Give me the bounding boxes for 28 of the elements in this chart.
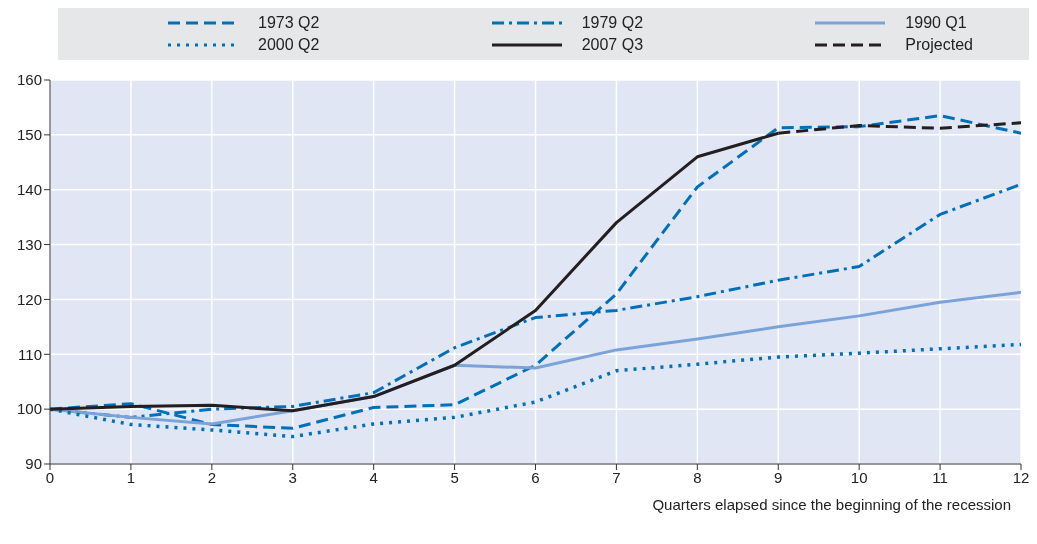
x-tick-label: 0 xyxy=(45,468,55,486)
x-tick-label: 9 xyxy=(774,468,783,486)
legend-label: 1979 Q2 xyxy=(581,14,644,32)
y-tick-label: 130 xyxy=(16,235,42,253)
legend-label: Projected xyxy=(905,36,973,54)
x-tick-label: 10 xyxy=(850,468,868,486)
x-tick-label: 6 xyxy=(531,468,540,486)
y-tick-label: 90 xyxy=(25,455,42,473)
x-tick-label: 2 xyxy=(207,468,217,486)
x-tick-label: 1 xyxy=(126,468,136,486)
y-tick-label: 120 xyxy=(16,290,42,308)
legend-label: 2007 Q3 xyxy=(581,36,644,54)
y-tick-label: 100 xyxy=(16,400,42,418)
y-tick-label: 110 xyxy=(18,345,42,363)
x-tick-label: 3 xyxy=(288,468,297,486)
x-tick-label: 4 xyxy=(369,468,378,486)
y-tick-label: 150 xyxy=(16,126,42,144)
legend-label: 1990 Q1 xyxy=(905,14,967,32)
x-tick-label: 8 xyxy=(693,468,702,486)
x-tick-label: 5 xyxy=(450,468,459,486)
x-axis-title: Quarters elapsed since the beginning of the recession xyxy=(652,496,1011,513)
legend-label: 2000 Q2 xyxy=(258,36,320,54)
y-tick-label: 160 xyxy=(16,71,42,89)
x-tick-label: 11 xyxy=(932,468,948,486)
x-tick-label: 7 xyxy=(612,468,621,486)
y-tick-label: 140 xyxy=(16,181,42,199)
legend-label: 1973 Q2 xyxy=(258,14,320,32)
x-tick-label: 12 xyxy=(1012,468,1030,486)
